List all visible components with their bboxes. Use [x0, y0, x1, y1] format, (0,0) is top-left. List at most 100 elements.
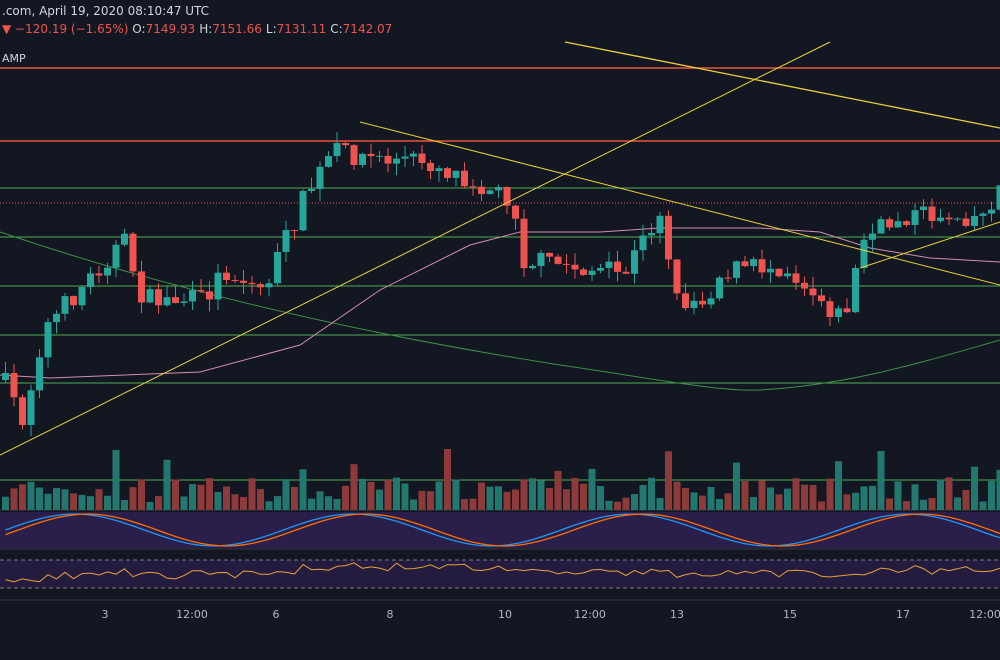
x-tick-label: 13: [670, 608, 684, 621]
volume-bar: [588, 468, 596, 510]
candle-body: [163, 297, 171, 306]
volume-bar: [920, 499, 927, 510]
volume-bar: [911, 484, 919, 510]
volume-bar: [775, 494, 783, 510]
levels: [0, 67, 1000, 481]
candle-body: [257, 284, 264, 288]
volume-bar: [410, 499, 417, 510]
volume-bar: [452, 479, 460, 510]
volume-bar: [291, 486, 298, 510]
candle-body: [580, 269, 587, 275]
candle-body: [27, 390, 35, 425]
candle-body: [282, 230, 290, 252]
candle-body: [529, 265, 536, 269]
change: ▼ −120.19 (−1.65%): [2, 22, 129, 36]
volume-bar: [19, 484, 26, 510]
volume-bar: [741, 480, 749, 510]
volume-bar: [971, 466, 978, 510]
candle-body: [138, 271, 145, 303]
candle-body: [520, 218, 528, 269]
indicator: AMP: [2, 52, 26, 65]
volume-bar: [512, 489, 519, 510]
candle-body: [503, 187, 511, 206]
volume-bar: [189, 484, 196, 510]
candles: [2, 131, 1000, 437]
volume-bar: [648, 477, 655, 510]
candle-body: [979, 213, 987, 216]
ohlc-label: L:: [265, 22, 277, 36]
candle-body: [605, 261, 613, 268]
candle-body: [818, 295, 825, 302]
candle-body: [172, 297, 179, 304]
candle-body: [452, 170, 460, 178]
volume-bar: [427, 491, 434, 510]
candle-body: [197, 290, 205, 292]
candle-body: [733, 261, 740, 278]
volume-bar: [53, 488, 60, 510]
volume-bar: [996, 469, 1000, 510]
candle-body: [478, 186, 485, 195]
candle-body: [401, 156, 409, 159]
candle-body: [920, 206, 927, 211]
volume-bar: [95, 489, 103, 510]
x-tick-label: 10: [498, 608, 512, 621]
ohlc-value: 7131.11: [276, 22, 327, 36]
candle-body: [308, 188, 315, 191]
candle-body: [146, 289, 154, 303]
candle-body: [775, 268, 783, 277]
trendline: [564, 41, 1000, 129]
candle-body: [95, 273, 103, 276]
volume-bar: [605, 500, 613, 510]
candle-body: [367, 153, 375, 157]
volume-bar: [707, 486, 715, 510]
volume-bar: [78, 494, 86, 510]
symbol-info: .com, April 19, 2020 08:10:47 UTC: [2, 4, 209, 18]
volume-bar: [597, 486, 604, 510]
candle-body: [359, 153, 366, 165]
candle-body: [801, 282, 808, 289]
volume-bar: [690, 492, 698, 510]
ohlc-label: H:: [199, 22, 213, 36]
ohlc-value: 7142.07: [342, 22, 393, 36]
candle-body: [231, 280, 239, 282]
candle-body: [53, 313, 60, 323]
candle-body: [316, 166, 324, 189]
volume-bar: [954, 497, 961, 510]
candle-body: [410, 153, 417, 157]
candle-body: [427, 162, 434, 172]
candle-body: [699, 300, 706, 305]
volume-bar: [435, 481, 443, 510]
source: .com, April 19, 2020 08:10:47 UTC: [2, 4, 210, 18]
candle-body: [877, 219, 885, 234]
volume-bar: [903, 501, 910, 510]
candle-body: [36, 357, 43, 391]
volume-bar: [359, 478, 366, 510]
volume-bar: [376, 489, 383, 510]
volume-bar: [223, 486, 230, 510]
volume-bar: [818, 501, 825, 510]
candle-body: [19, 397, 26, 425]
volume-bar: [206, 478, 213, 510]
volume-bar: [469, 498, 477, 510]
trendline: [859, 221, 1000, 269]
volume-bar: [104, 495, 111, 510]
x-tick-label: 12:00: [969, 608, 1000, 621]
stoch-band: [0, 512, 1000, 548]
candle-body: [180, 301, 188, 304]
candle-body: [826, 301, 834, 317]
volume-bar: [155, 496, 162, 510]
candle-body: [418, 153, 426, 163]
volume-bar: [308, 498, 315, 510]
volume-bar: [733, 462, 740, 510]
ohlc-label: O:: [132, 22, 146, 36]
candle-body: [299, 190, 307, 231]
volume-bar: [979, 501, 987, 510]
volume-bar: [61, 489, 69, 510]
volume-bar: [962, 490, 970, 510]
volume-bar: [809, 485, 817, 510]
volume-bar: [937, 479, 944, 510]
volume-bar: [835, 461, 842, 510]
volume-bar: [826, 478, 834, 510]
volume-bar: [197, 484, 205, 510]
rsi-band: [0, 560, 1000, 588]
